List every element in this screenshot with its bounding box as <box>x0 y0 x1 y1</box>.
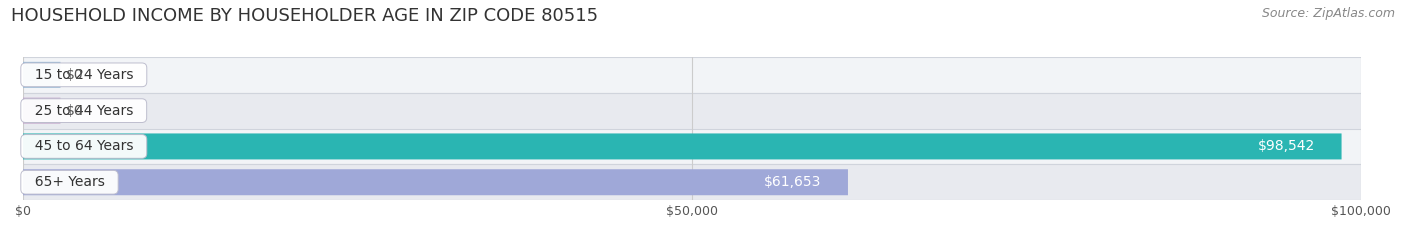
Text: $0: $0 <box>66 68 83 82</box>
FancyBboxPatch shape <box>22 169 848 195</box>
Bar <box>22 164 1361 200</box>
Text: $0: $0 <box>66 104 83 118</box>
FancyBboxPatch shape <box>22 62 60 88</box>
FancyBboxPatch shape <box>22 134 1341 159</box>
FancyBboxPatch shape <box>22 98 60 124</box>
Bar <box>22 57 1361 93</box>
Text: $61,653: $61,653 <box>763 175 821 189</box>
Text: HOUSEHOLD INCOME BY HOUSEHOLDER AGE IN ZIP CODE 80515: HOUSEHOLD INCOME BY HOUSEHOLDER AGE IN Z… <box>11 7 599 25</box>
Text: $98,542: $98,542 <box>1257 139 1315 154</box>
Text: 45 to 64 Years: 45 to 64 Years <box>25 139 142 154</box>
Text: Source: ZipAtlas.com: Source: ZipAtlas.com <box>1261 7 1395 20</box>
Text: 15 to 24 Years: 15 to 24 Years <box>25 68 142 82</box>
Bar <box>22 129 1361 164</box>
Text: 65+ Years: 65+ Years <box>25 175 114 189</box>
Text: 25 to 44 Years: 25 to 44 Years <box>25 104 142 118</box>
Bar <box>22 93 1361 129</box>
